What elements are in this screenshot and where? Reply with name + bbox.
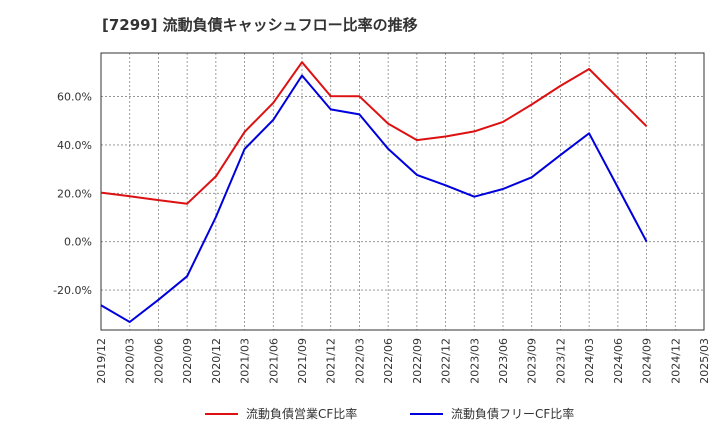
x-tick-label: 2021/12 <box>325 338 338 384</box>
x-tick-label: 2020/12 <box>210 338 223 384</box>
x-tick-label: 2025/03 <box>698 338 711 384</box>
x-tick-label: 2021/06 <box>267 338 280 384</box>
y-tick-label: -20.0% <box>53 284 92 297</box>
x-tick-label: 2024/09 <box>641 338 654 384</box>
x-tick-label: 2019/12 <box>95 338 108 384</box>
x-axis-ticks: 2019/12 2020/03 2020/06 2020/09 2020/12 2021/… <box>95 338 711 384</box>
x-tick-label: 2024/03 <box>583 338 596 384</box>
legend-label-1: 流動負債営業CF比率 <box>246 406 357 421</box>
y-tick-label: 0.0% <box>64 236 92 249</box>
legend-label-2: 流動負債フリーCF比率 <box>451 406 574 421</box>
x-tick-label: 2023/06 <box>497 338 510 384</box>
x-tick-label: 2022/09 <box>411 338 424 384</box>
y-tick-label: 60.0% <box>57 91 92 104</box>
x-tick-label: 2020/09 <box>181 338 194 384</box>
x-tick-label: 2020/03 <box>124 338 137 384</box>
y-tick-label: 40.0% <box>57 139 92 152</box>
y-tick-label: 20.0% <box>57 187 92 200</box>
x-tick-label: 2021/09 <box>296 338 309 384</box>
x-tick-label: 2023/09 <box>526 338 539 384</box>
series-line-2 <box>100 74 648 323</box>
x-tick-label: 2024/12 <box>669 338 682 384</box>
legend: 流動負債営業CF比率 流動負債フリーCF比率 <box>205 406 574 421</box>
x-tick-label: 2022/06 <box>382 338 395 384</box>
y-axis-ticks: 60.0% 40.0% 20.0% 0.0% -20.0% <box>53 91 92 298</box>
x-tick-label: 2021/03 <box>239 338 252 384</box>
x-tick-label: 2023/03 <box>468 338 481 384</box>
x-tick-label: 2022/03 <box>353 338 366 384</box>
x-tick-label: 2022/12 <box>440 338 453 384</box>
chart-title: [7299] 流動負債キャッシュフロー比率の推移 <box>102 16 418 34</box>
x-tick-label: 2024/06 <box>612 338 625 384</box>
plot-area-border <box>100 52 705 331</box>
grid-lines <box>101 53 704 330</box>
series-lines <box>100 61 648 323</box>
series-line-1 <box>100 61 648 205</box>
x-tick-label: 2020/06 <box>152 338 165 384</box>
x-tick-label: 2023/12 <box>554 338 567 384</box>
